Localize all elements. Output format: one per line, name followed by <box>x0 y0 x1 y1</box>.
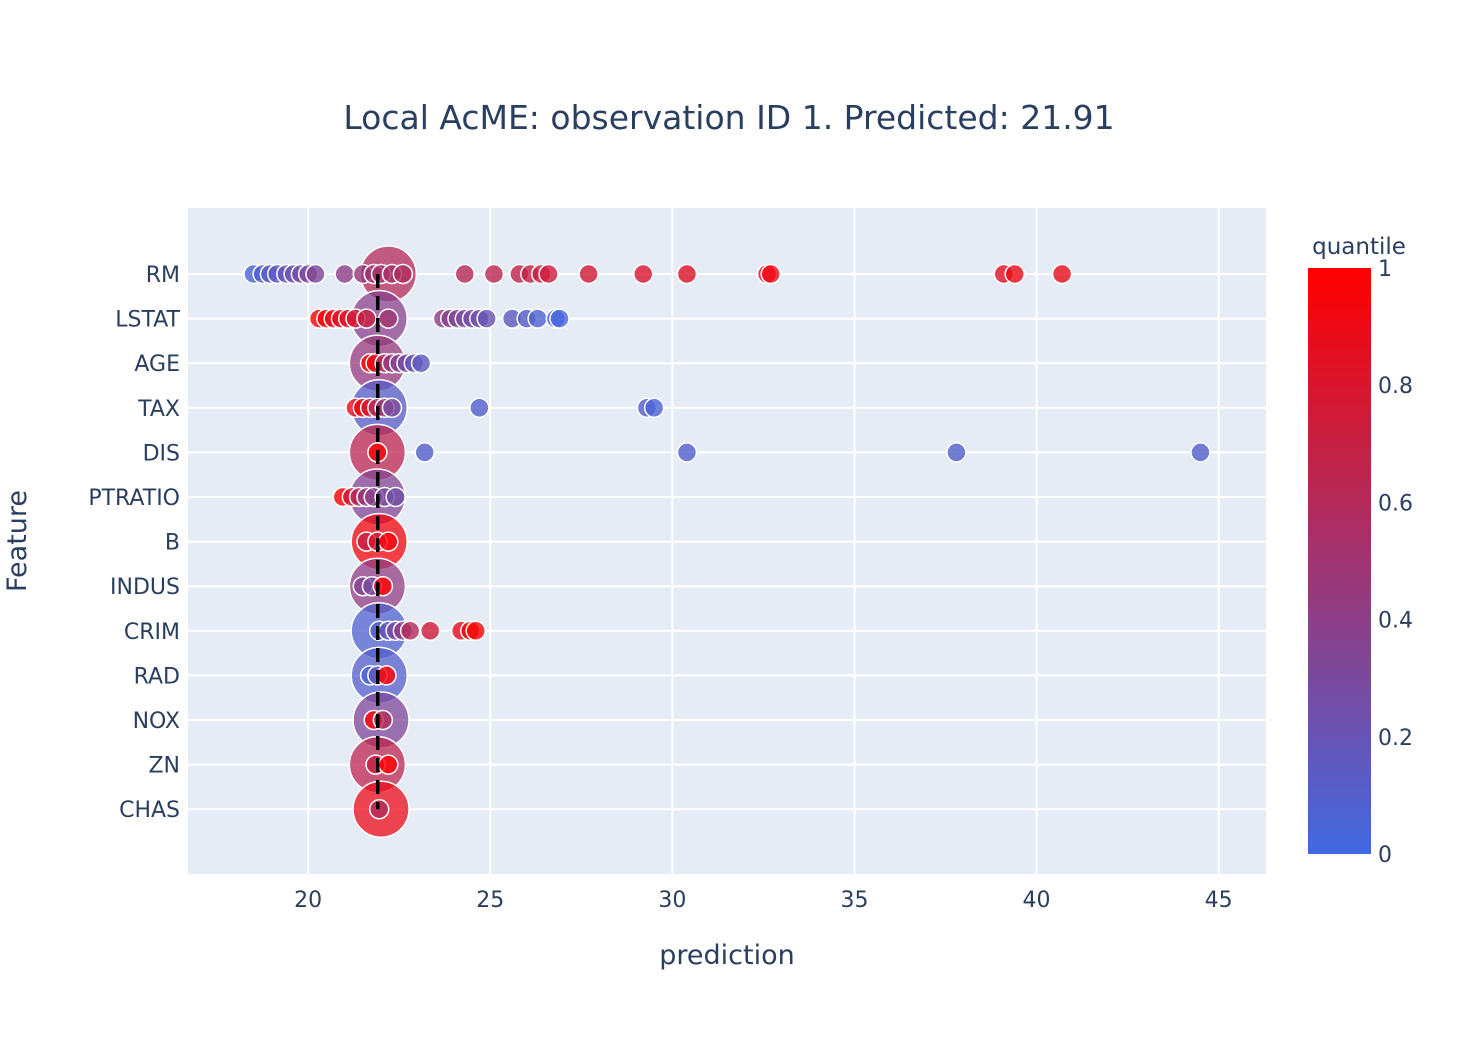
colorbar-tick-label: 0.6 <box>1378 491 1413 516</box>
data-point <box>527 308 548 329</box>
data-point <box>378 754 399 775</box>
data-point <box>378 308 399 329</box>
data-point <box>465 620 486 642</box>
data-point <box>399 620 421 642</box>
data-point <box>381 397 403 419</box>
marker-layer <box>348 245 418 838</box>
colorbar-tick-label: 0.2 <box>1378 726 1413 751</box>
colorbar-tick-labels: 0 0.2 0.4 0.6 0.8 1 <box>1378 257 1413 868</box>
y-tick-label: AGE <box>134 352 180 377</box>
colorbar-title: quantile <box>1312 234 1406 260</box>
x-axis-title: prediction <box>659 940 794 971</box>
data-point <box>419 620 441 642</box>
x-tick-label: 25 <box>476 888 504 913</box>
data-point <box>676 263 698 285</box>
y-tick-label: RAD <box>134 664 180 689</box>
data-point <box>410 352 432 374</box>
data-point <box>1051 263 1073 285</box>
data-point <box>1190 442 1211 463</box>
data-point <box>549 308 570 329</box>
data-point <box>356 308 377 329</box>
data-point <box>760 263 781 285</box>
data-point <box>946 442 967 463</box>
data-point <box>538 263 559 285</box>
y-tick-label: B <box>165 531 180 556</box>
x-tick-label: 30 <box>658 888 686 913</box>
y-tick-label: RM <box>146 263 180 288</box>
y-tick-label: PTRATIO <box>88 486 180 511</box>
x-tick-labels: 20 25 30 35 40 45 <box>294 888 1232 913</box>
x-tick-label: 45 <box>1205 888 1233 913</box>
y-tick-label: CRIM <box>124 620 180 645</box>
data-point <box>454 263 476 285</box>
y-tick-label: DIS <box>143 441 180 466</box>
y-tick-label: CHAS <box>119 798 180 823</box>
point-layer <box>243 263 1211 820</box>
colorbar-tick-label: 0.4 <box>1378 609 1413 634</box>
data-point <box>385 486 406 508</box>
data-point <box>632 263 654 285</box>
data-point <box>392 263 414 285</box>
data-point <box>378 531 399 552</box>
y-axis-title: Feature <box>2 490 33 592</box>
data-point <box>1004 263 1025 285</box>
x-tick-label: 35 <box>840 888 868 913</box>
data-point <box>676 442 698 463</box>
data-point <box>376 665 397 686</box>
y-tick-labels: RM LSTAT AGE TAX DIS PTRATIO B INDUS CRIM RAD NOX Z… <box>88 263 180 823</box>
chart-title: Local AcME: observation ID 1. Predicted:… <box>343 98 1114 137</box>
data-point <box>414 442 435 463</box>
data-point <box>476 308 497 329</box>
colorbar-tick-label: 0.8 <box>1378 374 1413 399</box>
data-point <box>305 263 326 285</box>
y-tick-label: TAX <box>137 397 180 422</box>
x-tick-label: 20 <box>294 888 322 913</box>
data-point <box>334 263 355 285</box>
data-point <box>469 397 490 419</box>
data-point <box>483 263 505 285</box>
y-tick-label: INDUS <box>110 575 180 600</box>
data-point <box>643 397 665 419</box>
y-tick-label: NOX <box>133 709 180 734</box>
colorbar: quantile 0 0.2 0.4 0.6 0.8 1 <box>1308 234 1413 868</box>
colorbar-gradient <box>1308 268 1371 854</box>
colorbar-tick-label: 1 <box>1378 257 1392 282</box>
colorbar-tick-label: 0 <box>1378 843 1392 868</box>
y-tick-label: LSTAT <box>115 308 180 333</box>
data-point <box>578 263 599 285</box>
x-tick-label: 40 <box>1023 888 1051 913</box>
y-tick-label: ZN <box>148 754 180 779</box>
